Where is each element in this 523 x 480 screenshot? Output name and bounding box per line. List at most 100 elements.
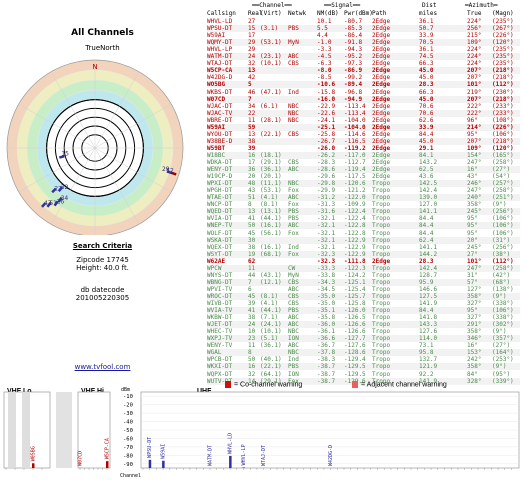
cell-net: ABC	[288, 222, 299, 230]
cell-pwr: -122.8	[344, 229, 366, 237]
table-row[interactable]: WDKA-DT 17 (29.1) CBS -28.3 -112.7 2Edge 143.2 2…	[207, 159, 520, 166]
table-row[interactable]: W59BT 39 -26.0 -119.2 2Edge 29.1 109° (120°)	[207, 144, 520, 152]
table-row[interactable]: WSYT-DT 19 (68.1) Fox -32.3 -122.9 Tropo 144.2 2…	[207, 250, 520, 258]
cell-true: 16°	[467, 342, 478, 350]
table-row[interactable]: WHVL-LD 27 10.1 -80.7 2Edge 36.1 224° (235°)	[207, 18, 520, 25]
cell-mag: (120°)	[492, 39, 514, 47]
table-row[interactable]: WNEP-TV 50 (16.1) ABC -32.1 -122.8 Tropo 84.4 95…	[207, 222, 520, 230]
col-real[interactable]: Real	[248, 10, 263, 17]
table-row[interactable]: WKBW-DT 38 (7.1) ABC -35.8 -126.5 Tropo 141.8 32…	[207, 314, 520, 322]
table-row[interactable]: WJET-DT 24 (24.1) ABC -36.0 -126.6 Tropo 143.3 2…	[207, 321, 520, 329]
table-row[interactable]: W42DG-D 42 -8.5 -99.2 2Edge 45.0 207° (218°)	[207, 74, 520, 82]
uhf-label: UHF	[197, 388, 212, 395]
table-row[interactable]: WQPX-DT 32 (64.1) ION -38.7 -129.5 Tropo 92.2 84…	[207, 370, 520, 378]
table-row[interactable]: W18BC 16 (18.1) -26.2 -117.0 2Edge 84.1 154° (16…	[207, 151, 520, 159]
table-row[interactable]: WNCP-DT 8 (8.1) Fox -31.3 -109.9 Tropo 127.0 358…	[207, 201, 520, 209]
cell-real: 44	[248, 271, 256, 279]
channel-axis-label: Channel	[120, 473, 142, 479]
col-path[interactable]: Path	[372, 10, 387, 17]
cell-dist: 141.1	[419, 243, 438, 251]
cell-mag: (256°)	[492, 243, 514, 251]
table-row[interactable]: WNYS-DT 44 (43.1) MyN -33.8 -124.2 Tropo 128.7 3…	[207, 271, 520, 279]
table-row[interactable]: WOLF-DT 45 (56.1) Fox -32.1 -122.8 Tropo 84.4 95…	[207, 229, 520, 237]
table-row[interactable]: WPCB-DT 50 (40.1) Ind -38.3 -129.4 Tropo 132.7 2…	[207, 356, 520, 364]
table-row[interactable]: WXPJ-TV 23 (5.1) ION -36.6 -127.7 Tropo 114.0 34…	[207, 335, 520, 343]
cell-path: Tropo	[372, 236, 391, 244]
cell-pwr: -119.2	[344, 144, 366, 152]
table-row[interactable]: WPCW 11 CW -33.3 -122.3 Tropo 142.4 247° (258°)	[207, 264, 520, 272]
cell-pwr: -126.6	[344, 328, 366, 336]
cell-virt: (7.1)	[260, 314, 279, 322]
table-row[interactable]: WO5BG 5 -10.6 -89.4 2Edge 28.3 101° (112°)	[207, 81, 520, 89]
table-row[interactable]: W62AE 62 -32.3 -111.8 2Edge 28.3 101° (112°)	[207, 257, 520, 265]
cell-net: CBS	[288, 130, 299, 138]
cell-nm: -35.0	[317, 300, 336, 307]
cell-dist: 62.4	[419, 236, 434, 244]
site-link[interactable]: www.tvfool.com	[74, 363, 131, 371]
table-row[interactable]: WENY-TV 11 (36.1) ABC -36.7 -127.6 Tropo 73.1 16…	[207, 342, 520, 350]
table-row[interactable]: WGAL 8 NBC -37.8 -128.6 Tropo 95.8 153° (164°)	[207, 349, 520, 357]
table-row[interactable]: WTAE-DT 51 (4.1) ABC -31.2 -122.0 Tropo 139.0 24…	[207, 194, 520, 202]
cell-dist: 141.9	[419, 377, 438, 385]
table-row[interactable]: W59AI 17 4.4 -86.4 2Edge 33.9 215° (226°)	[207, 32, 520, 40]
col-callsign[interactable]: Callsign	[207, 10, 236, 17]
table-row[interactable]: WHVL-LP 29 -3.3 -94.3 2Edge 36.1 224° (235°)	[207, 46, 520, 54]
table-row[interactable]: W38BE-D 38 -26.7 -116.5 2Edge 45.0 207° (218°)	[207, 137, 520, 145]
table-row[interactable]: WKBS-DT 46 (47.1) Ind -15.8 -96.8 2Edge 66.3 219…	[207, 88, 520, 96]
table-row[interactable]: WKXI-DT 16 (22.1) PBS -38.7 -129.5 Tropo 121.9 3…	[207, 363, 520, 371]
col-dist[interactable]: miles	[419, 10, 438, 17]
cell-real: 39	[248, 144, 256, 152]
table-row[interactable]: WPXI-DT 48 (11.1) NBC -29.8 -120.6 Tropo 142.5 2…	[207, 180, 520, 188]
table-row[interactable]: WIVB-DT 39 (4.1) CBS -35.0 -125.8 Tropo 141.9 32…	[207, 300, 520, 307]
cell-mag: (302°)	[492, 321, 514, 329]
table-row[interactable]: WVIA-DT 41 (44.1) PBS -32.1 -122.4 Tropo 84.4 95…	[207, 215, 520, 223]
col-true[interactable]: True	[467, 10, 482, 17]
cell-net: PBS	[288, 25, 299, 33]
cell-mag: (253°)	[492, 356, 514, 364]
table-row[interactable]: WROC-DT 45 (8.1) CBS -35.0 -125.7 Tropo 127.5 35…	[207, 292, 520, 300]
table-row[interactable]: W59AI 59 -25.1 -104.0 2Edge 33.9 214° (226°)	[207, 123, 520, 131]
table-row[interactable]: WBRE-DT 11 (28.1) NBC -24.1 -104.0 2Edge 62.6 96…	[207, 116, 520, 124]
dbm-tick-label: -20	[123, 403, 133, 409]
table-row[interactable]: WPSU-DT 15 (3.1) PBS 5.5 -85.3 2Edge 50.7 256° (2…	[207, 25, 520, 33]
table-row[interactable]: W5CP-CA 13 -8.0 -86.9 2Edge 45.0 207° (218°)	[207, 67, 520, 75]
cell-dist: 84.4	[419, 130, 434, 138]
table-row[interactable]: WQEX-DT 38 (16.1) Ind -32.1 -122.9 Tropo 141.1 2…	[207, 243, 520, 251]
signal-bar-label: W42DG-D	[328, 445, 334, 466]
col-network[interactable]: Netwk	[288, 10, 307, 17]
table-row[interactable]: WQED-DT 13 (13.1) PBS -31.6 -122.4 Tropo 141.1 2…	[207, 208, 520, 216]
cell-mag: (108°)	[492, 116, 514, 124]
table-row[interactable]: W19CP-D 20 (20.1) -29.6 -117.5 2Edge 43.6 43° (5…	[207, 173, 520, 181]
cell-real: 45	[248, 229, 256, 237]
cell-pwr: -122.8	[344, 222, 366, 230]
radar-subtitle: TrueNorth	[85, 44, 120, 52]
table-row[interactable]: WJAC-DT 34 (6.1) NBC -22.9 -113.4 2Edge 70.6 222…	[207, 102, 520, 110]
cell-call: WHVL-LD	[207, 18, 233, 25]
cell-real: 29	[248, 39, 256, 47]
table-row[interactable]: WYOU-DT 13 (22.1) CBS -25.8 -114.6 2Edge 84.4 95…	[207, 130, 520, 138]
table-row[interactable]: WATM-DT 24 (23.1) ABC -4.5 -95.2 2Edge 74.5 224°…	[207, 53, 520, 61]
table-row[interactable]: WVIA-TV 41 (44.1) PBS -35.1 -126.0 Tropo 84.4 95…	[207, 307, 520, 315]
col-nm[interactable]: NM(dB)	[317, 10, 339, 17]
table-row[interactable]: WSKA-DT 30 -32.1 -122.9 Tropo 62.4 20° (31°)	[207, 236, 520, 244]
col-pwr[interactable]: Pwr(dBm)	[344, 10, 373, 17]
table-row[interactable]: W07CD 7 -16.0 -94.9 2Edge 45.0 207° (218°)	[207, 95, 520, 103]
group-channel-header: ══Channel══	[252, 2, 292, 9]
col-magn: (Magn)	[492, 10, 514, 17]
table-row[interactable]: WJAC-TV 22 NBC -22.6 -113.4 2Edge 70.6 222° (233…	[207, 109, 520, 117]
cell-pwr: -120.6	[344, 180, 366, 188]
table-row[interactable]: WPVI-TV 6 ABC -34.5 -125.4 Tropo 146.6 127° (138…	[207, 285, 520, 293]
cell-path: 2Edge	[372, 130, 391, 138]
cell-mag: (106°)	[492, 130, 514, 138]
table-row[interactable]: WENY-DT 36 (36.1) ABC -28.6 -119.4 2Edge 62.5 16…	[207, 166, 520, 174]
signal-bar	[229, 455, 232, 468]
cell-true: 328°	[467, 377, 482, 385]
cell-path: 2Edge	[372, 88, 391, 96]
dbm-tick-label: -50	[123, 428, 133, 434]
cell-mag: (112°)	[492, 81, 514, 89]
table-row[interactable]: WQMY-DT 29 (53.1) MyN -1.0 -91.8 2Edge 70.5 109°…	[207, 39, 520, 47]
table-row[interactable]: WTAJ-DT 32 (10.1) CBS -6.3 -97.3 2Edge 66.3 224°…	[207, 60, 520, 68]
table-row[interactable]: WBNG-DT 7 (12.1) CBS -34.3 -125.1 Tropo 95.9 57°…	[207, 278, 520, 286]
table-row[interactable]: WHEC-TV 10 (10.1) NBC -36.1 -126.6 Tropo 127.6 3…	[207, 328, 520, 336]
table-row[interactable]: WPGH-DT 43 (53.1) Fox -29.9 -121.2 Tropo 142.4 2…	[207, 187, 520, 195]
